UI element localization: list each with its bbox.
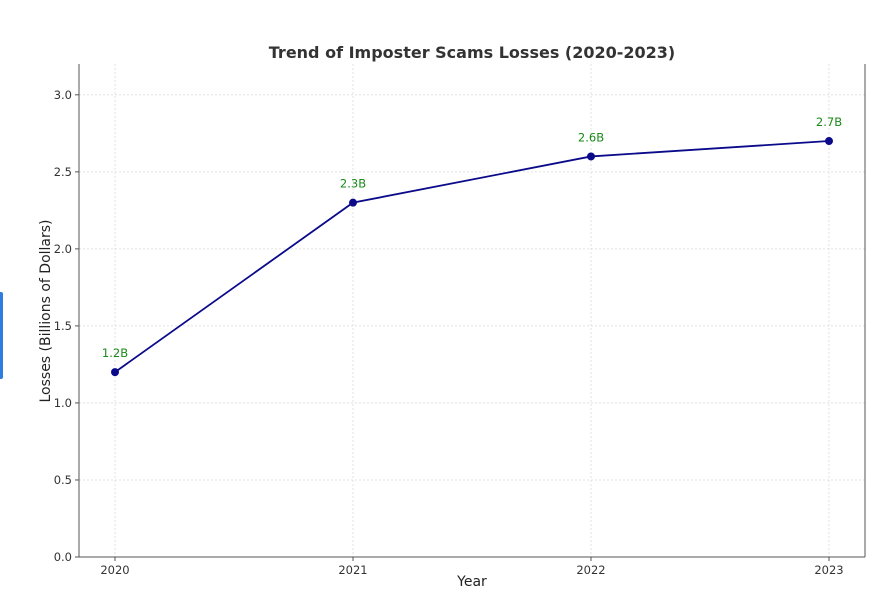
series: 1.2B 2.3B 2.6B 2.7B xyxy=(102,115,842,377)
grid xyxy=(79,64,865,558)
data-label: 2.3B xyxy=(340,177,366,191)
side-panel-tab[interactable] xyxy=(0,292,3,379)
y-axis-label: Losses (Billions of Dollars) xyxy=(38,219,54,402)
y-tick-label: 1.5 xyxy=(54,319,72,333)
y-tick-label: 0.0 xyxy=(54,550,72,564)
data-point xyxy=(587,152,595,161)
series-line xyxy=(114,140,830,373)
y-tick-label: 2.5 xyxy=(54,165,72,179)
x-axis-label: Year xyxy=(456,574,487,590)
data-label: 2.7B xyxy=(816,115,842,129)
y-tick-label: 0.5 xyxy=(54,473,72,487)
data-label: 2.6B xyxy=(578,130,604,144)
data-point xyxy=(111,368,119,377)
y-axis-ticks: 0.0 0.5 1.0 1.5 2.0 2.5 3.0 xyxy=(54,88,79,564)
x-tick-label: 2022 xyxy=(576,563,605,577)
chart-title: Trend of Imposter Scams Losses (2020-202… xyxy=(269,43,675,62)
data-point xyxy=(349,198,357,207)
axes xyxy=(78,64,866,558)
x-tick-label: 2020 xyxy=(100,563,129,577)
x-axis-ticks: 2020 2021 2022 2023 xyxy=(100,557,844,577)
y-tick-label: 3.0 xyxy=(54,88,72,102)
data-label: 1.2B xyxy=(102,346,128,360)
data-point xyxy=(825,137,833,146)
y-tick-label: 2.0 xyxy=(54,242,72,256)
x-tick-label: 2023 xyxy=(814,563,843,577)
x-tick-label: 2021 xyxy=(338,563,367,577)
y-tick-label: 1.0 xyxy=(54,396,72,410)
